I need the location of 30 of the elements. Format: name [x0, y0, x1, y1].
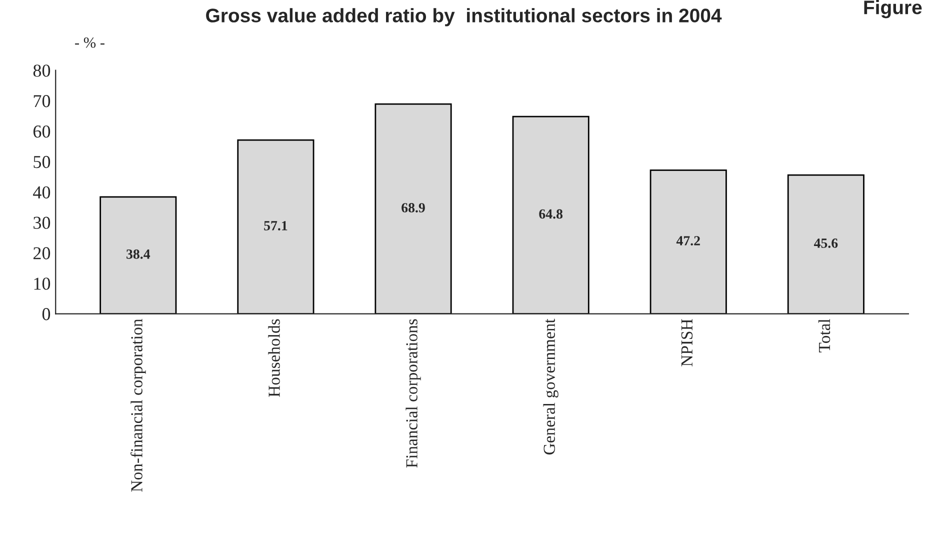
data-label: 57.1 [264, 221, 288, 230]
y-tick-label: 70 [34, 95, 50, 108]
x-tick-label: Non-financial corporation [130, 318, 146, 492]
x-tick-label: General government [543, 318, 558, 454]
bar [650, 169, 727, 314]
y-tick-label: 0 [42, 308, 50, 320]
y-tick-label: 30 [34, 216, 50, 229]
y-tick-label: 40 [33, 186, 50, 198]
bar [374, 103, 452, 314]
data-label: 38.4 [126, 249, 150, 259]
data-label: 45.6 [814, 238, 838, 248]
y-tick-label: 60 [33, 125, 50, 138]
data-label: 47.2 [676, 236, 700, 246]
bar [237, 139, 314, 314]
data-label: 68.9 [402, 203, 425, 212]
y-tick-label: 50 [34, 156, 50, 168]
y-axis-title: - % - [75, 37, 104, 48]
text: Figure [864, 0, 922, 18]
bar [512, 116, 590, 314]
x-tick-label: Households [268, 319, 280, 397]
chart-title: Gross value added ratio by institutional sectors in 2004 [206, 8, 722, 26]
x-tick-label: Financial corporations [406, 319, 421, 468]
bar [100, 196, 177, 314]
y-tick-label: 10 [34, 278, 50, 290]
y-tick-label: 80 [33, 64, 50, 77]
bar [787, 174, 864, 314]
x-tick-label: NPISH [681, 319, 693, 366]
y-tick-label: 20 [33, 247, 50, 260]
data-label: 64.8 [539, 209, 563, 219]
x-tick-label: Total [818, 318, 830, 352]
